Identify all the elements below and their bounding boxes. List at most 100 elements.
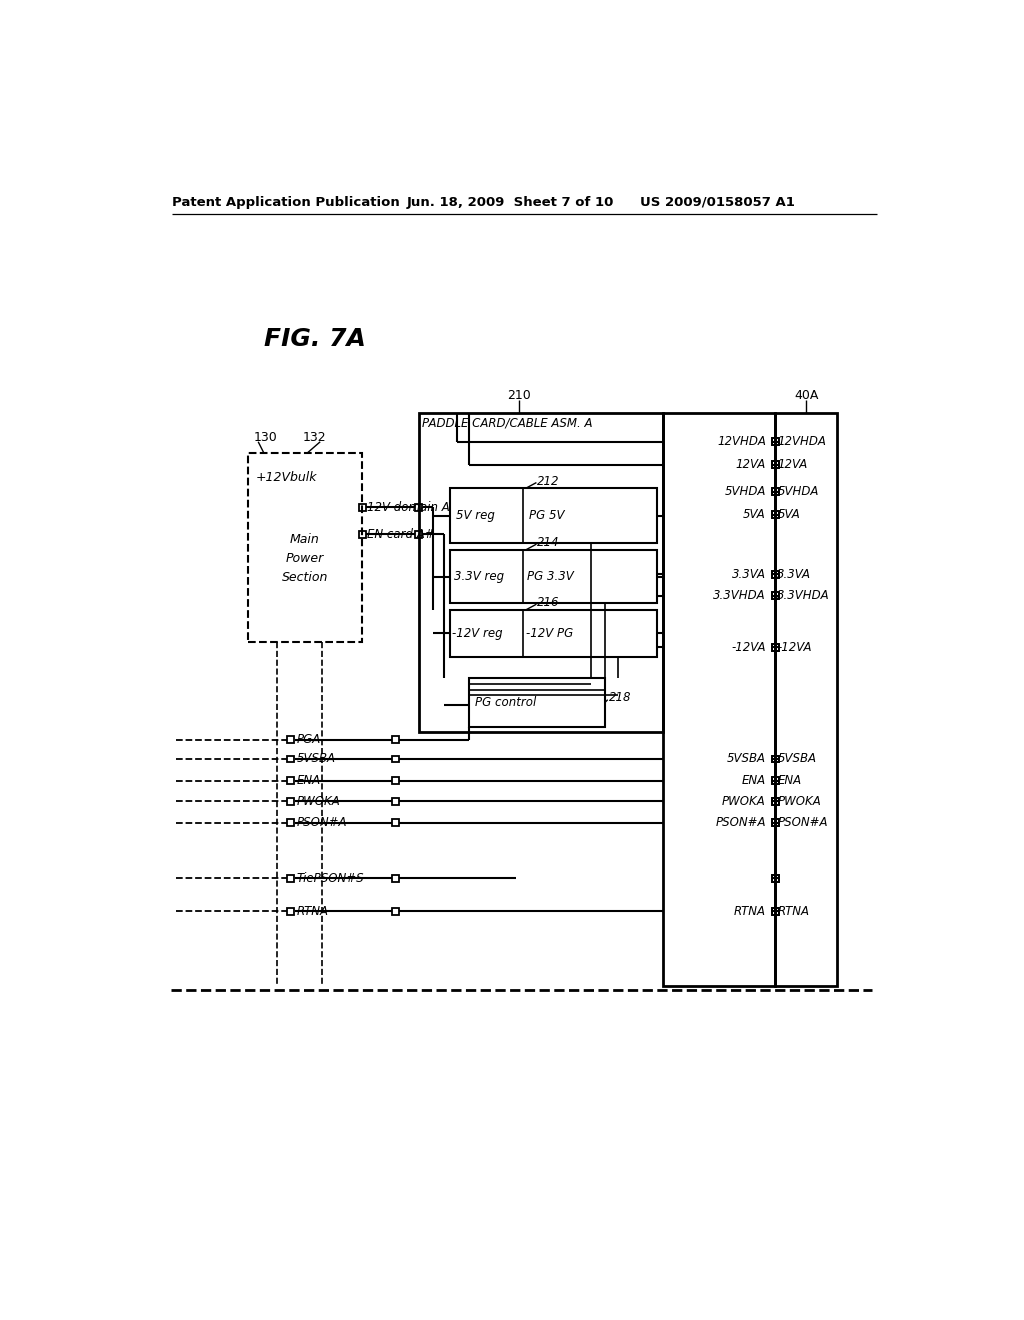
Bar <box>663 412 775 986</box>
Text: 5VSBA: 5VSBA <box>297 752 336 766</box>
Text: ENA: ENA <box>741 774 766 787</box>
Bar <box>772 488 778 495</box>
Text: 5V reg: 5V reg <box>456 510 495 523</box>
Text: 12V domain A: 12V domain A <box>368 500 451 513</box>
Text: 130: 130 <box>254 432 278 445</box>
Bar <box>358 504 366 511</box>
Text: Patent Application Publication: Patent Application Publication <box>172 195 400 209</box>
Text: 216: 216 <box>538 597 560 610</box>
Text: 12VHDA: 12VHDA <box>777 436 826 449</box>
Bar <box>772 820 778 826</box>
Text: RTNA: RTNA <box>297 906 329 917</box>
Bar <box>772 570 778 578</box>
Bar <box>772 755 778 763</box>
Bar <box>772 438 778 445</box>
Bar <box>358 531 366 537</box>
Text: PWOKA: PWOKA <box>297 795 341 808</box>
Text: EN card A#: EN card A# <box>368 528 435 541</box>
Bar <box>288 875 294 882</box>
Bar <box>772 908 778 915</box>
Bar <box>392 797 399 805</box>
Bar <box>775 412 838 986</box>
Bar <box>772 511 778 519</box>
Bar <box>288 820 294 826</box>
Text: FIG. 7A: FIG. 7A <box>263 327 366 351</box>
Bar <box>772 462 778 469</box>
Text: 3.3V reg: 3.3V reg <box>454 570 504 583</box>
Text: 3.3VHDA: 3.3VHDA <box>713 589 766 602</box>
Text: 212: 212 <box>538 474 560 487</box>
Bar <box>288 777 294 784</box>
Bar <box>450 549 656 603</box>
Text: PWOKA: PWOKA <box>777 795 821 808</box>
Bar <box>772 570 778 578</box>
Text: ENA: ENA <box>777 774 802 787</box>
Text: 12VA: 12VA <box>777 458 808 471</box>
Bar <box>772 593 778 599</box>
Text: 5VSBA: 5VSBA <box>777 752 816 766</box>
Bar <box>772 875 778 882</box>
Bar <box>415 531 422 537</box>
Text: PG 3.3V: PG 3.3V <box>527 570 573 583</box>
Bar <box>772 777 778 784</box>
Text: TiePSON#S: TiePSON#S <box>297 871 365 884</box>
Text: 214: 214 <box>538 536 560 549</box>
Bar <box>415 504 422 511</box>
Bar <box>772 777 778 784</box>
Text: +12Vbulk: +12Vbulk <box>256 471 317 484</box>
Text: -12VA: -12VA <box>777 640 812 653</box>
Bar <box>772 593 778 599</box>
Bar <box>392 875 399 882</box>
Bar <box>772 438 778 445</box>
Bar <box>288 908 294 915</box>
Text: 5VHDA: 5VHDA <box>777 486 819 499</box>
Text: 3.3VHDA: 3.3VHDA <box>777 589 830 602</box>
Bar <box>469 678 604 726</box>
Bar <box>772 488 778 495</box>
Bar <box>772 644 778 651</box>
Bar <box>419 413 663 733</box>
Bar <box>450 610 656 657</box>
Text: 5VSBA: 5VSBA <box>727 752 766 766</box>
Text: PG 5V: PG 5V <box>529 510 565 523</box>
Text: -12V reg: -12V reg <box>452 627 503 640</box>
Bar <box>392 755 399 763</box>
Bar <box>772 797 778 805</box>
Text: 210: 210 <box>508 389 531 403</box>
Text: 132: 132 <box>303 432 327 445</box>
Text: 3.3VA: 3.3VA <box>777 568 811 581</box>
Text: 12VHDA: 12VHDA <box>717 436 766 449</box>
Bar <box>772 820 778 826</box>
Text: 3.3VA: 3.3VA <box>732 568 766 581</box>
Text: PSON#A: PSON#A <box>716 816 766 829</box>
Bar <box>772 511 778 519</box>
Bar <box>392 820 399 826</box>
Text: PSON#A: PSON#A <box>297 816 347 829</box>
Bar <box>772 797 778 805</box>
Text: 12VA: 12VA <box>735 458 766 471</box>
Text: PADDLE CARD/CABLE ASM. A: PADDLE CARD/CABLE ASM. A <box>423 417 593 430</box>
Text: PSON#A: PSON#A <box>777 816 828 829</box>
Text: 218: 218 <box>608 690 631 704</box>
Text: -12VA: -12VA <box>731 640 766 653</box>
Bar <box>392 777 399 784</box>
Text: RTNA: RTNA <box>734 906 766 917</box>
Text: ENA: ENA <box>297 774 322 787</box>
Bar <box>288 737 294 743</box>
Bar <box>772 875 778 882</box>
Text: 5VA: 5VA <box>777 508 800 521</box>
Text: PGA: PGA <box>297 733 322 746</box>
Bar <box>288 797 294 805</box>
Bar <box>288 755 294 763</box>
Text: PWOKA: PWOKA <box>722 795 766 808</box>
Bar <box>772 644 778 651</box>
Text: 5VA: 5VA <box>743 508 766 521</box>
Text: 5VHDA: 5VHDA <box>724 486 766 499</box>
Bar <box>392 737 399 743</box>
Text: PG control: PG control <box>475 696 537 709</box>
Text: US 2009/0158057 A1: US 2009/0158057 A1 <box>640 195 795 209</box>
Bar <box>450 488 656 544</box>
Text: -12V PG: -12V PG <box>525 627 572 640</box>
Text: Jun. 18, 2009  Sheet 7 of 10: Jun. 18, 2009 Sheet 7 of 10 <box>407 195 614 209</box>
Text: 40A: 40A <box>794 389 818 403</box>
